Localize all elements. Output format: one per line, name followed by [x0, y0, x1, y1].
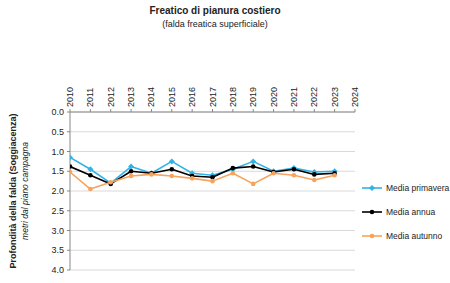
point: [148, 170, 154, 176]
subtitle: (falda freatica superficiale): [162, 19, 268, 29]
y-tick-label: 3.5: [51, 245, 64, 255]
legend-label: Media autunno: [386, 231, 443, 241]
y-tick-label: 2.0: [51, 186, 64, 196]
x-tick: [70, 109, 71, 112]
x-tick-label: 2017: [208, 87, 218, 107]
grid-line: [70, 230, 355, 231]
point: [128, 164, 134, 170]
x-tick-label: 2012: [106, 87, 116, 107]
x-tick: [232, 109, 233, 112]
point: [312, 178, 317, 183]
x-tick-label: 2016: [187, 87, 197, 107]
point: [251, 164, 256, 169]
x-tick-label: 2014: [146, 87, 156, 107]
point: [231, 166, 236, 171]
x-tick-label: 2022: [309, 87, 319, 107]
legend-label: Media primavera: [386, 183, 450, 193]
x-tick-label: 2018: [228, 87, 238, 107]
point: [108, 180, 113, 185]
y-label: Profondità della falda (Soggiacenza): [8, 113, 18, 268]
legend-marker: [369, 185, 375, 191]
grid-line: [70, 191, 355, 192]
point: [70, 154, 73, 160]
y-tick-label: 0.0: [51, 107, 64, 117]
point: [312, 172, 317, 177]
legend-marker: [370, 234, 375, 239]
point: [231, 171, 236, 176]
y-tick-label: 2.5: [51, 206, 64, 216]
x-tick-label: 2013: [126, 87, 136, 107]
x-tick-label: 2019: [248, 87, 258, 107]
point: [129, 169, 134, 174]
point: [291, 165, 297, 171]
series-line: [70, 172, 335, 189]
x-tick: [273, 109, 274, 112]
x-tick: [355, 109, 356, 112]
point: [88, 187, 93, 192]
x-tick: [192, 109, 193, 112]
x-tick: [131, 109, 132, 112]
point: [149, 172, 154, 177]
grid-line: [70, 270, 355, 271]
legend-label: Media annua: [386, 207, 435, 217]
legend-marker: [370, 210, 375, 215]
grid-line: [70, 131, 355, 132]
x-tick-label: 2021: [289, 87, 299, 107]
y-axis: [70, 112, 71, 270]
x-tick: [334, 109, 335, 112]
y-tick-label: 0.5: [51, 127, 64, 137]
point: [271, 171, 276, 176]
x-tick: [90, 109, 91, 112]
x-tick: [151, 109, 152, 112]
x-tick: [293, 109, 294, 112]
x-tick: [110, 109, 111, 112]
y-tick-label: 1.5: [51, 166, 64, 176]
point: [210, 175, 215, 180]
point: [251, 182, 256, 187]
point: [129, 174, 134, 179]
point: [190, 176, 195, 181]
y-tick-label: 1.0: [51, 147, 64, 157]
grid-line: [70, 210, 355, 211]
point: [87, 166, 93, 172]
point: [292, 167, 297, 172]
plot-area: [70, 154, 338, 191]
x-tick-label: 2020: [269, 87, 279, 107]
x-tick-label: 2011: [85, 88, 95, 107]
x-tick-label: 2024: [350, 87, 360, 107]
series-line: [70, 167, 335, 184]
grid-line: [70, 250, 355, 251]
x-tick: [314, 109, 315, 112]
x-tick: [253, 109, 254, 112]
point: [250, 158, 256, 164]
point: [70, 164, 72, 169]
y-tick-label: 3.0: [51, 226, 64, 236]
x-tick: [171, 109, 172, 112]
point: [169, 158, 175, 164]
x-tick-label: 2010: [65, 87, 75, 107]
x-tick-label: 2023: [330, 87, 340, 107]
point: [332, 173, 337, 178]
y-sublabel: metri dal piano campagna: [20, 142, 30, 240]
x-tick-label: 2015: [167, 87, 177, 107]
point: [292, 173, 297, 178]
point: [88, 173, 93, 178]
x-tick: [212, 109, 213, 112]
point: [169, 174, 174, 179]
chart: Freatico di pianura costiero (falda freat…: [0, 0, 450, 283]
point: [70, 170, 72, 175]
title: Freatico di pianura costiero: [149, 5, 280, 16]
grid-line: [70, 151, 355, 152]
point: [169, 167, 174, 172]
y-tick-label: 4.0: [51, 265, 64, 275]
point: [210, 179, 215, 184]
